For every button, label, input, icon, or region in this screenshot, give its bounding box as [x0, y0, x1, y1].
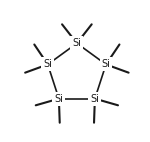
Text: Si: Si — [90, 94, 99, 104]
Text: Si: Si — [54, 94, 63, 104]
Text: Si: Si — [43, 59, 52, 69]
Text: Si: Si — [102, 59, 110, 69]
Text: Si: Si — [72, 38, 81, 48]
